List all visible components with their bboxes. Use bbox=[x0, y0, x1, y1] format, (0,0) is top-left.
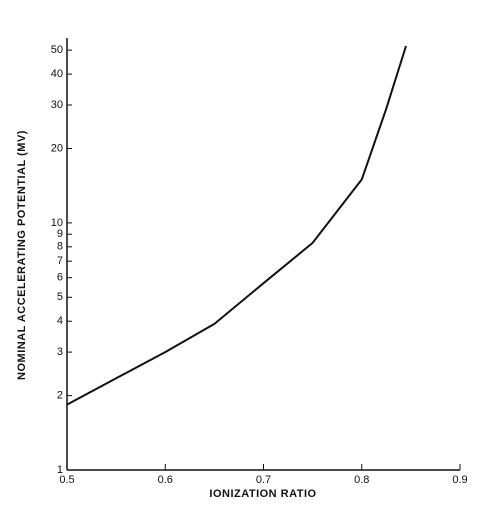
y-tick-label: 9 bbox=[57, 228, 63, 240]
curve bbox=[66, 45, 407, 406]
y-tick-label: 40 bbox=[51, 68, 63, 80]
y-tick-label: 30 bbox=[51, 99, 63, 111]
x-tick-label: 0.8 bbox=[354, 474, 369, 486]
y-tick-label: 6 bbox=[57, 272, 63, 284]
x-tick-label: 0.9 bbox=[452, 474, 467, 486]
y-tick-label: 3 bbox=[57, 346, 63, 358]
y-tick-label: 10 bbox=[51, 217, 63, 229]
y-tick-label: 50 bbox=[51, 44, 63, 56]
y-tick-label: 1 bbox=[57, 464, 63, 476]
x-axis-title: IONIZATION RATIO bbox=[209, 488, 316, 500]
y-tick-label: 20 bbox=[51, 142, 63, 154]
x-tick-label: 0.5 bbox=[59, 474, 74, 486]
x-tick-label: 0.6 bbox=[158, 474, 173, 486]
y-tick-label: 8 bbox=[57, 241, 63, 253]
y-tick-label: 4 bbox=[57, 315, 63, 327]
x-tick-label: 0.7 bbox=[256, 474, 271, 486]
y-axis-title: NOMINAL ACCELERATING POTENTIAL (MV) bbox=[16, 130, 28, 380]
y-tick-label: 7 bbox=[57, 255, 63, 267]
y-tick-label: 2 bbox=[57, 390, 63, 402]
y-tick-label: 5 bbox=[57, 291, 63, 303]
